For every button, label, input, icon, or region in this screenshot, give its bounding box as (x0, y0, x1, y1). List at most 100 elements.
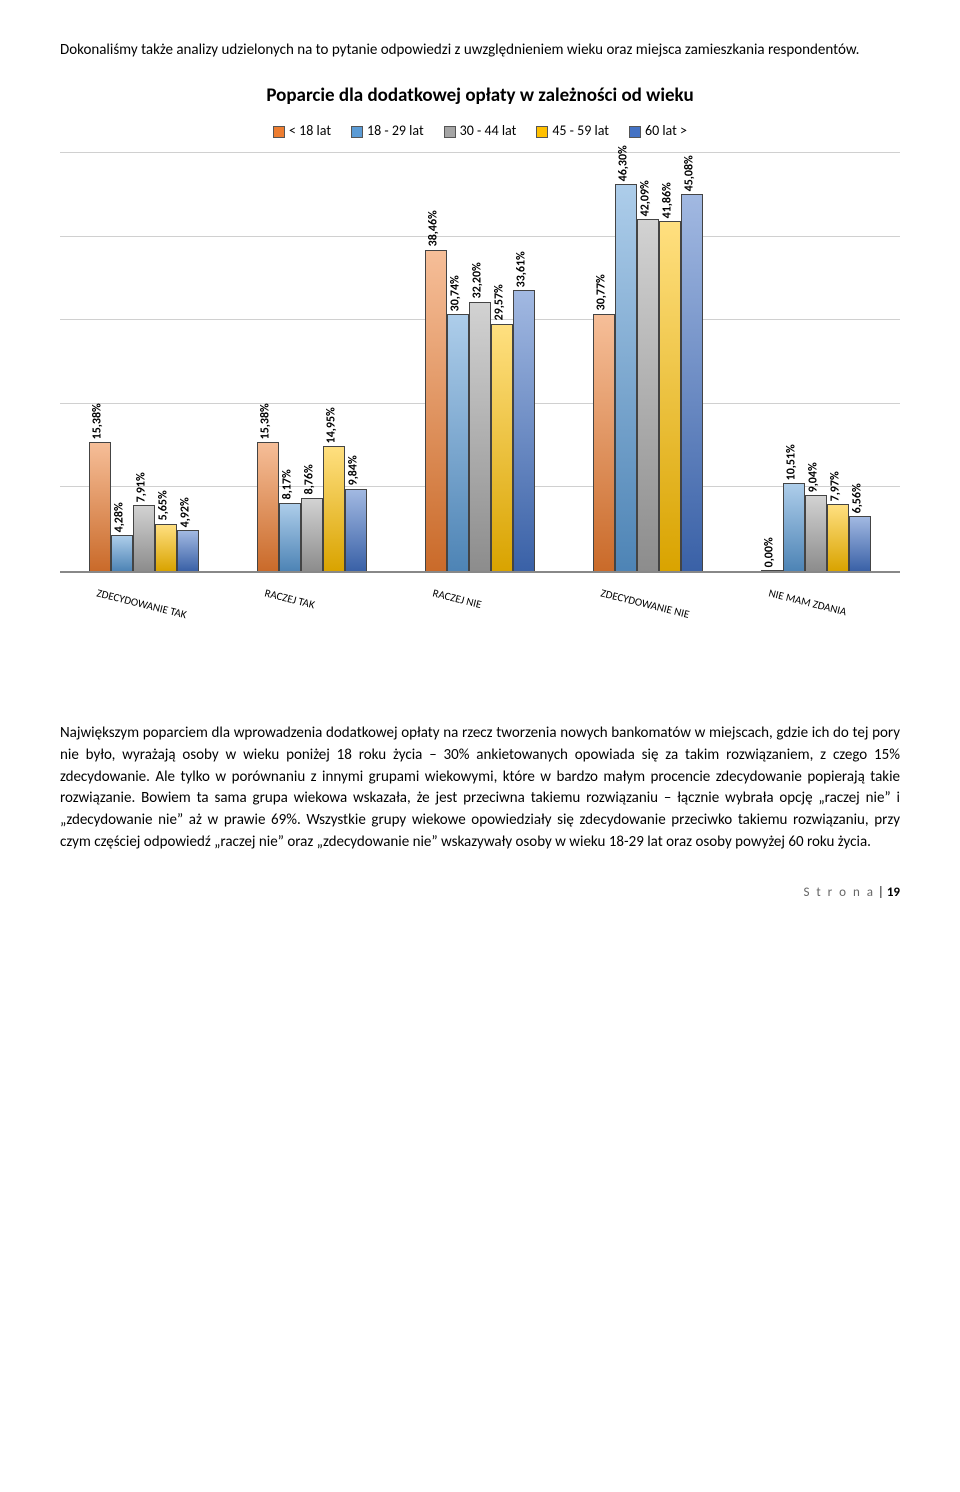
x-axis-label: NIE MAM ZDANIA (757, 583, 868, 625)
bar: 42,09% (637, 219, 659, 571)
legend-item: 18 - 29 lat (351, 121, 424, 141)
bar: 9,84% (345, 489, 367, 571)
bar: 46,30% (615, 184, 637, 571)
chart-title: Poparcie dla dodatkowej opłaty w zależno… (60, 82, 900, 110)
bar-group: 15,38%4,28%7,91%5,65%4,92% (89, 153, 199, 571)
bar: 8,76% (301, 498, 323, 571)
bar: 14,95% (323, 446, 345, 571)
legend-label: 18 - 29 lat (367, 122, 424, 139)
bar: 8,17% (279, 503, 301, 571)
bar-value-label: 9,84% (346, 456, 363, 486)
bar-wrap: 7,91% (133, 153, 155, 571)
bar: 33,61% (513, 290, 535, 571)
bar-wrap: 4,28% (111, 153, 133, 571)
bar: 45,08% (681, 194, 703, 571)
bar-wrap: 8,76% (301, 153, 323, 571)
bar-wrap: 9,04% (805, 153, 827, 571)
footer-word: S t r o n a (803, 885, 874, 900)
x-axis-label: RACZEJ NIE (421, 583, 532, 625)
bar: 30,74% (447, 314, 469, 571)
bar: 0,00% (761, 570, 783, 571)
bar-wrap: 4,92% (177, 153, 199, 571)
bar-value-label: 32,20% (470, 263, 487, 299)
bar: 15,38% (89, 442, 111, 571)
bar-value-label: 29,57% (492, 285, 509, 321)
bar-value-label: 45,08% (682, 155, 699, 191)
bar-wrap: 42,09% (637, 153, 659, 571)
bar-value-label: 42,09% (638, 180, 655, 216)
bar: 5,65% (155, 524, 177, 571)
bar-wrap: 7,97% (827, 153, 849, 571)
bar-wrap: 29,57% (491, 153, 513, 571)
legend-label: < 18 lat (289, 122, 331, 139)
bar-value-label: 7,97% (828, 471, 845, 501)
bar-wrap: 38,46% (425, 153, 447, 571)
bar-wrap: 15,38% (257, 153, 279, 571)
bar-value-label: 9,04% (806, 462, 823, 492)
bar: 30,77% (593, 314, 615, 571)
bar-value-label: 15,38% (258, 403, 275, 439)
x-axis-label: ZDECYDOWANIE NIE (589, 583, 700, 625)
bar-wrap: 5,65% (155, 153, 177, 571)
bar: 7,97% (827, 504, 849, 571)
bar: 38,46% (425, 250, 447, 572)
bar-value-label: 30,77% (594, 275, 611, 311)
chart-legend: < 18 lat 18 - 29 lat 30 - 44 lat 45 - 59 la… (60, 121, 900, 143)
bar-group: 0,00%10,51%9,04%7,97%6,56% (761, 153, 871, 571)
bar-group: 30,77%46,30%42,09%41,86%45,08% (593, 153, 703, 571)
legend-swatch (536, 126, 548, 138)
bar-value-label: 8,76% (302, 465, 319, 495)
bar-value-label: 6,56% (850, 483, 867, 513)
bar-value-label: 46,30% (616, 145, 633, 181)
intro-paragraph: Dokonaliśmy także analizy udzielonych na… (60, 40, 900, 62)
bar-wrap: 32,20% (469, 153, 491, 571)
bar-value-label: 0,00% (762, 537, 779, 567)
legend-item: 45 - 59 lat (536, 121, 609, 141)
legend-swatch (444, 126, 456, 138)
bar-group: 38,46%30,74%32,20%29,57%33,61% (425, 153, 535, 571)
bar-wrap: 8,17% (279, 153, 301, 571)
footer-page-number: 19 (887, 885, 900, 900)
bar-value-label: 10,51% (784, 444, 801, 480)
bar-wrap: 41,86% (659, 153, 681, 571)
bar-wrap: 30,77% (593, 153, 615, 571)
chart-container: 15,38%4,28%7,91%5,65%4,92%15,38%8,17%8,7… (60, 153, 900, 653)
bar-wrap: 6,56% (849, 153, 871, 571)
bar-wrap: 33,61% (513, 153, 535, 571)
legend-swatch (351, 126, 363, 138)
bar: 9,04% (805, 495, 827, 571)
bar: 4,28% (111, 535, 133, 571)
legend-label: 30 - 44 lat (460, 122, 517, 139)
bar: 4,92% (177, 530, 199, 571)
bar-value-label: 41,86% (660, 182, 677, 218)
bar-wrap: 15,38% (89, 153, 111, 571)
x-axis-label: ZDECYDOWANIE TAK (85, 583, 196, 625)
legend-item: 30 - 44 lat (444, 121, 517, 141)
bar: 6,56% (849, 516, 871, 571)
bar-value-label: 14,95% (324, 407, 341, 443)
bar: 29,57% (491, 324, 513, 571)
analysis-paragraph: Największym poparciem dla wprowadzenia d… (60, 723, 900, 854)
page-footer: S t r o n a | 19 (60, 884, 900, 903)
bar-value-label: 5,65% (156, 491, 173, 521)
bar: 10,51% (783, 483, 805, 571)
bar-value-label: 7,91% (134, 472, 151, 502)
x-axis-label: RACZEJ TAK (253, 583, 364, 625)
bar: 7,91% (133, 505, 155, 571)
bar-value-label: 8,17% (280, 470, 297, 500)
footer-sep: | (875, 885, 887, 900)
bar-value-label: 4,28% (112, 502, 129, 532)
bar-value-label: 15,38% (90, 403, 107, 439)
bar-value-label: 4,92% (178, 497, 195, 527)
bar-value-label: 38,46% (426, 210, 443, 246)
legend-swatch (629, 126, 641, 138)
bar: 15,38% (257, 442, 279, 571)
bar-value-label: 33,61% (514, 251, 531, 287)
legend-item: 60 lat > (629, 121, 687, 141)
bar-wrap: 9,84% (345, 153, 367, 571)
bar-group: 15,38%8,17%8,76%14,95%9,84% (257, 153, 367, 571)
bar: 41,86% (659, 221, 681, 571)
legend-item: < 18 lat (273, 121, 331, 141)
bar-wrap: 45,08% (681, 153, 703, 571)
legend-label: 45 - 59 lat (552, 122, 609, 139)
